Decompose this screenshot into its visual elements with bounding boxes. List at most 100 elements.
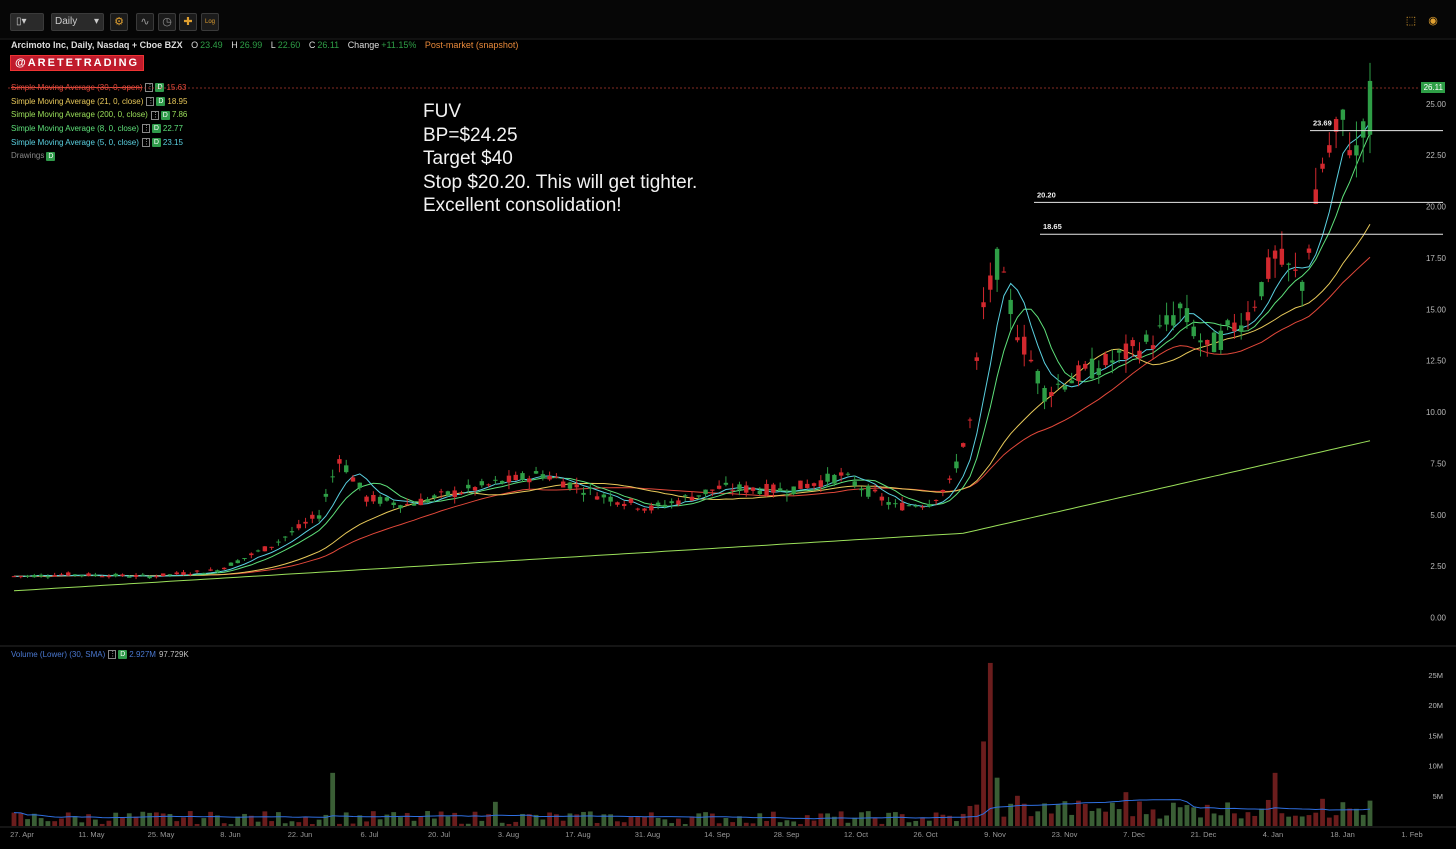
candle-body	[655, 502, 661, 505]
y-tick-label: 0.00	[1430, 614, 1446, 623]
x-tick-label: 4. Jan	[1263, 830, 1283, 839]
candle-body	[1069, 380, 1074, 384]
options-icon[interactable]: ⋮	[141, 138, 150, 148]
candle-body	[330, 476, 335, 478]
chart-type-button[interactable]: ▯▾	[10, 13, 44, 31]
candle-body	[601, 494, 607, 498]
indicator-row[interactable]: Simple Moving Average (8, 0, close) ⋮ D 22.…	[11, 124, 187, 138]
candle-body	[350, 477, 356, 482]
drawings-row[interactable]: Drawings D	[11, 151, 187, 165]
interval-select[interactable]: Daily ▾	[51, 13, 104, 31]
candle-body	[730, 489, 735, 491]
volume-bar	[316, 819, 322, 826]
candle-body	[615, 502, 620, 505]
options-icon[interactable]: ⋮	[150, 110, 159, 120]
x-tick-label: 9. Nov	[984, 830, 1006, 839]
candle-body	[750, 487, 756, 491]
volume-bar	[533, 814, 539, 826]
volume-bar	[1157, 818, 1163, 826]
indicator-row[interactable]: Simple Moving Average (21, 0, close) ⋮ D 18…	[11, 97, 187, 111]
volume-bar	[621, 822, 627, 826]
volume-tick-label: 5M	[1433, 792, 1443, 801]
change-label: Change	[347, 40, 380, 50]
volume-bar	[893, 812, 898, 826]
fullscreen-icon[interactable]: ⬚	[1405, 15, 1417, 27]
volume-bar	[492, 801, 498, 826]
candle-body	[269, 546, 274, 548]
candle-body	[947, 478, 952, 480]
volume-bar	[954, 821, 959, 826]
options-icon[interactable]: ⋮	[141, 124, 150, 134]
candle-body	[974, 357, 979, 361]
candle-body	[438, 491, 444, 493]
volume-bar	[303, 817, 308, 826]
clock-icon[interactable]: ◷	[158, 13, 176, 31]
volume-bar	[282, 823, 288, 826]
high-value: 26.99	[239, 40, 263, 50]
candle-body	[1035, 370, 1040, 384]
candle-body	[445, 491, 451, 496]
candle-body	[181, 572, 186, 575]
candle-body	[52, 575, 57, 577]
candle-body	[1218, 330, 1224, 350]
close-label: C	[308, 40, 316, 50]
candle-body	[940, 489, 946, 493]
options-icon[interactable]: ⋮	[108, 650, 117, 660]
d-icon[interactable]: D	[155, 83, 165, 93]
volume-bar	[696, 813, 702, 826]
candle-body	[1367, 80, 1373, 135]
candle-body	[1272, 250, 1278, 259]
d-icon[interactable]: D	[118, 650, 128, 660]
indicator-value: 22.77	[162, 124, 183, 134]
indicator-icon[interactable]: ∿	[136, 13, 154, 31]
volume-bar	[1293, 815, 1298, 826]
d-icon[interactable]: D	[151, 138, 161, 148]
volume-bar	[1055, 804, 1061, 826]
candle-body	[1225, 320, 1230, 326]
volume-bar	[499, 822, 505, 826]
y-tick-label: 5.00	[1430, 511, 1446, 520]
options-icon[interactable]: ⋮	[146, 97, 155, 107]
candle-body	[1205, 339, 1210, 345]
volume-bar	[418, 816, 424, 826]
volume-bar	[852, 817, 858, 826]
camera-icon[interactable]: ◉	[1428, 15, 1438, 27]
candle-body	[1144, 334, 1149, 342]
indicator-row[interactable]: Simple Moving Average (5, 0, close) ⋮ D 23.…	[11, 138, 187, 152]
candle-body	[838, 472, 844, 476]
candle-body	[642, 508, 647, 511]
volume-bar	[1252, 815, 1258, 826]
candle-body	[954, 461, 959, 469]
volume-bar	[960, 813, 966, 826]
crosshair-icon[interactable]: ✚	[179, 13, 197, 31]
volume-bar	[215, 815, 220, 826]
volume-bar	[167, 813, 173, 826]
volume-tick-label: 15M	[1428, 731, 1443, 740]
candle-body	[1062, 385, 1068, 390]
log-scale-button[interactable]: Log	[201, 13, 219, 31]
volume-bar	[45, 821, 51, 826]
volume-bar	[350, 823, 356, 826]
candle-body	[737, 484, 742, 490]
indicator-label: Simple Moving Average (200, 0, close)	[11, 110, 148, 120]
candle-body	[594, 496, 600, 500]
volume-bar	[459, 823, 464, 826]
candle-body	[221, 567, 227, 570]
candle-body	[811, 483, 817, 486]
candle-body	[45, 576, 51, 578]
candle-body	[174, 572, 179, 575]
d-icon[interactable]: D	[46, 151, 56, 161]
gear-icon[interactable]: ⚙	[110, 13, 128, 31]
candle-body	[520, 473, 525, 480]
d-icon[interactable]: D	[151, 124, 161, 134]
x-tick-label: 14. Sep	[704, 830, 730, 839]
price-level-label: 18.65	[1043, 222, 1062, 231]
volume-bar	[452, 812, 458, 826]
d-icon[interactable]: D	[156, 97, 166, 107]
indicator-row[interactable]: Simple Moving Average (200, 0, close) ⋮ D 7…	[11, 110, 187, 124]
volume-bar	[242, 813, 247, 826]
d-icon[interactable]: D	[160, 110, 170, 120]
x-tick-label: 1. Feb	[1401, 830, 1422, 839]
candle-body	[622, 503, 627, 507]
